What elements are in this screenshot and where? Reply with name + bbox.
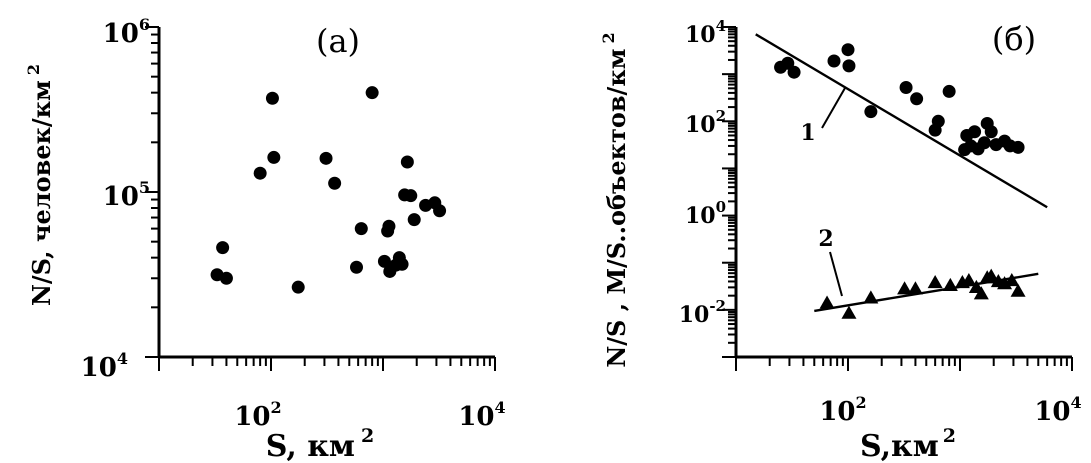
panel-a-circle-point	[407, 213, 421, 227]
panel-b: (б) 104 102 100 10-2 102 104 S,км 2 N/S ,…	[599, 17, 1082, 463]
panel-b-series-2-triangle-point	[973, 286, 989, 300]
panel-a-circle-point	[354, 222, 368, 236]
panel-b-ytick-label-1e-2: 10-2	[679, 297, 726, 328]
panel-b-series-1-circle-point	[787, 65, 801, 79]
panel-a-circle-point	[382, 219, 396, 233]
panel-b-ticks	[722, 26, 1073, 371]
series-1-annotation: 1	[800, 120, 815, 146]
panel-a-xtick-label-1e4: 104	[458, 398, 505, 432]
panel-a-circle-point	[291, 280, 305, 294]
panel-b-ytick-label-1e2: 102	[685, 107, 726, 138]
panel-a-circle-point	[377, 254, 391, 268]
panel-a: (а) 106 105 104 102 104 S, км 2 N/S, чело…	[24, 15, 506, 463]
panel-a-ytick-label-1e5: 105	[103, 178, 150, 212]
panel-b-series-2-triangle-point	[927, 275, 943, 289]
panel-b-series-1-circle-point	[864, 105, 878, 119]
panel-b-series-1-circle-point	[910, 92, 924, 106]
panel-a-circle-point	[219, 271, 233, 285]
panel-a-circle-point	[433, 204, 447, 218]
panel-b-series-1-circle-point	[984, 125, 998, 139]
panel-a-label: (а)	[316, 22, 360, 60]
panel-b-ytick-label-1e0: 100	[685, 198, 726, 229]
panel-b-y-axis-title: N/S , M/S..объектов/км2	[599, 32, 631, 367]
panel-b-series-2-triangle-point	[983, 268, 999, 282]
panel-b-series-2-triangle-point	[819, 295, 835, 309]
panel-b-series-2-triangle-point	[897, 281, 913, 295]
panel-a-circle-point	[350, 260, 364, 274]
panel-a-circle-point	[328, 176, 342, 190]
series-2-leader-line	[829, 251, 843, 297]
panel-b-xtick-label-1e4: 104	[1034, 393, 1081, 427]
panel-b-series-2-triangle-point	[907, 281, 923, 295]
panel-b-series-1-circle-point	[827, 54, 841, 68]
panel-a-ticks	[145, 26, 496, 371]
panel-b-series-1-circle-point	[842, 59, 856, 73]
panel-b-label: (б)	[992, 20, 1036, 58]
panel-b-series-2-triangle-point	[1004, 272, 1020, 287]
panel-b-points	[774, 43, 1026, 319]
panel-b-series-1-circle-point	[942, 84, 956, 98]
panel-b-series-2-triangle-point	[841, 305, 857, 319]
panel-b-series-1-circle-point	[968, 125, 982, 139]
panel-a-y-axis-title: N/S, человек/км2	[24, 64, 56, 306]
panel-a-circle-point	[395, 257, 409, 271]
series-2-annotation: 2	[818, 226, 833, 252]
panel-a-circle-point	[400, 155, 414, 169]
panel-a-circle-point	[319, 151, 333, 165]
panel-a-circle-point	[265, 91, 279, 105]
panel-a-circle-point	[253, 166, 267, 180]
panel-b-series-2-triangle-point	[961, 272, 977, 287]
panel-a-xtick-label-1e2: 102	[234, 398, 281, 432]
panel-b-series-2-triangle-point	[1010, 283, 1026, 297]
panel-b-xtick-label-1e2: 102	[819, 393, 866, 427]
panel-b-series-1-circle-point	[899, 81, 913, 95]
panel-a-circle-point	[267, 150, 281, 164]
panel-b-x-axis-title: S,км 2	[860, 425, 956, 463]
panel-b-series-2-triangle-point	[863, 290, 879, 304]
panel-a-x-axis-title: S, км 2	[266, 425, 374, 463]
panel-a-ytick-label-1e6: 106	[103, 15, 150, 49]
panel-a-circle-point	[404, 189, 418, 203]
panel-b-series-1-circle-point	[1011, 140, 1025, 154]
panel-a-ytick-label-1e4: 104	[81, 349, 128, 383]
panel-b-series-2-triangle-point	[942, 277, 958, 292]
panel-b-series-1-circle-point	[931, 114, 945, 128]
series-1-leader-line	[821, 87, 846, 129]
panel-a-circle-point	[216, 241, 230, 255]
panel-b-series-1-circle-point	[841, 43, 855, 57]
panel-a-points	[210, 86, 447, 294]
panel-a-circle-point	[365, 86, 379, 100]
panel-b-ytick-label-1e4: 104	[685, 17, 726, 48]
series-1-fit-line	[755, 33, 1048, 209]
panel-b-series-1-circle-point	[977, 136, 991, 150]
